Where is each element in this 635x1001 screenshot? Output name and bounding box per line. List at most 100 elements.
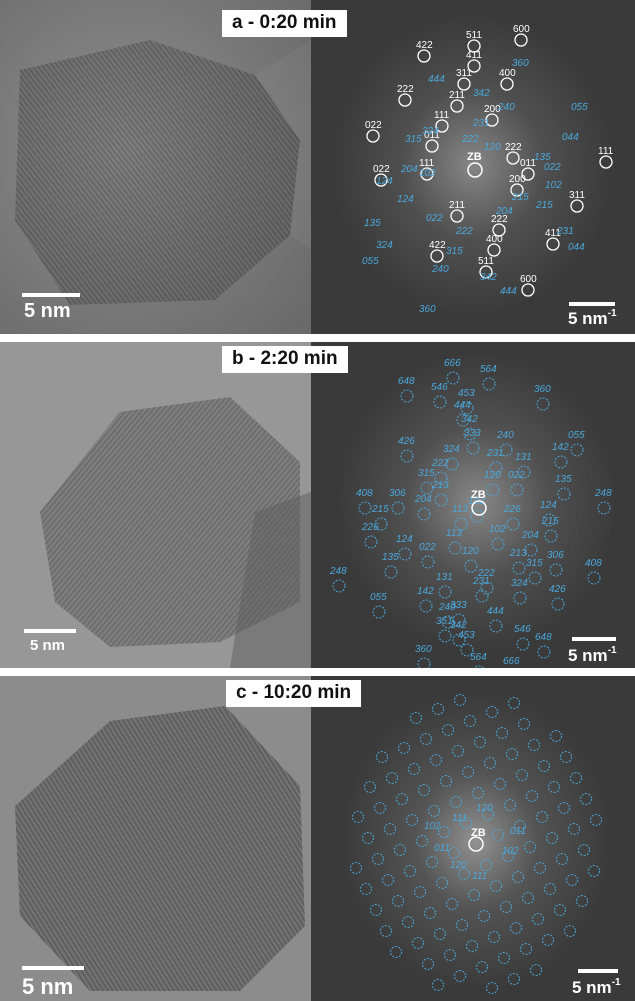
diffraction-spot-ring <box>458 868 470 880</box>
diffraction-spot-ring <box>406 814 418 826</box>
miller-index-label: 124 <box>376 176 393 187</box>
diffraction-spot-ring <box>454 694 466 706</box>
miller-index-label: 215 <box>535 200 553 211</box>
miller-index-label: 111 <box>472 871 487 882</box>
zone-axis-spot <box>467 162 483 178</box>
miller-index-label: 113 <box>452 504 468 515</box>
miller-index-label: 055 <box>370 592 387 603</box>
zone-axis-label: ZB <box>471 489 486 501</box>
diffraction-spot-ring <box>530 964 542 976</box>
miller-index-label: 324 <box>422 126 439 137</box>
diffraction-spot-ring <box>578 844 590 856</box>
diffraction-spot-ring <box>364 535 378 549</box>
miller-index-label: 231 <box>472 576 490 587</box>
miller-index-label: 315 <box>446 246 463 257</box>
miller-index-label: 102 <box>502 846 519 857</box>
diffraction-spot-ring <box>512 871 524 883</box>
diffraction-spot-ring <box>522 892 534 904</box>
miller-index-label: 315 <box>405 134 422 145</box>
panel-title-a: a - 0:20 min <box>222 10 347 37</box>
diffraction-spot-ring <box>441 615 455 629</box>
miller-index-label: 306 <box>547 550 564 561</box>
diffraction-spot-ring <box>422 958 434 970</box>
tem-scale-bar <box>24 629 76 633</box>
diffraction-spot-ring <box>462 766 474 778</box>
miller-index-label: 222 <box>491 214 508 225</box>
diffraction-spot-ring <box>476 961 488 973</box>
diffraction-spot-ring <box>412 937 424 949</box>
diffraction-spot-ring <box>432 703 444 715</box>
miller-index-label: 055 <box>362 256 379 267</box>
fft-scale-exponent: -1 <box>607 308 617 319</box>
diffraction-spots-c <box>350 694 602 994</box>
diffraction-spot-ring <box>521 167 535 181</box>
tem-image-b <box>0 342 311 668</box>
diffraction-spot-ring <box>452 633 466 647</box>
diffraction-spot-ring <box>520 943 532 955</box>
miller-index-label: 204 <box>414 494 432 505</box>
miller-index-label: 333 <box>450 600 467 611</box>
tem-scale-label: 5 nm <box>22 974 74 999</box>
miller-index-label: 011 <box>434 843 450 854</box>
panel-c: 5 nm 111 120 102 011 011 102 120 111 ZB 5 nm-1 … <box>0 676 635 1001</box>
diffraction-spot-ring <box>370 904 382 916</box>
diffraction-spot-ring <box>428 805 440 817</box>
miller-index-label: 055 <box>571 102 588 113</box>
miller-index-label: 351 <box>436 616 453 627</box>
miller-index-label: 324 <box>443 444 460 455</box>
miller-index-label: 240 <box>438 602 456 613</box>
diffraction-spot-ring <box>408 763 420 775</box>
miller-index-label: 248 <box>594 488 612 499</box>
miller-index-label: 120 <box>476 803 493 814</box>
diffraction-spot-ring <box>417 657 431 668</box>
diffraction-spot-ring <box>512 561 526 575</box>
diffraction-spot-ring <box>570 443 584 457</box>
diffraction-spot-ring <box>452 613 466 627</box>
diffraction-spot-ring <box>448 847 460 859</box>
miller-index-label: 022 <box>544 162 561 173</box>
diffraction-spot-ring <box>434 471 448 485</box>
miller-index-label: 120 <box>462 546 479 557</box>
diffraction-spot-ring <box>487 243 501 257</box>
miller-index-label: 204 <box>521 530 539 541</box>
diffraction-spot-ring <box>400 449 414 463</box>
miller-index-label: 120 <box>484 142 501 153</box>
miller-index-label: 022 <box>426 213 443 224</box>
miller-index-label: 444 <box>454 400 471 411</box>
diffraction-spot-ring <box>398 742 410 754</box>
miller-index-label: 124 <box>540 500 557 511</box>
diffraction-spot-ring <box>454 970 466 982</box>
diffraction-spot-ring <box>516 637 530 651</box>
miller-index-label: 215 <box>541 516 559 527</box>
diffraction-spot-ring <box>486 706 498 718</box>
diffraction-spot-ring <box>514 33 528 47</box>
diffraction-spot-ring <box>420 733 432 745</box>
miller-index-label: 142 <box>417 586 434 597</box>
miller-index-label: 022 <box>419 542 436 553</box>
miller-index-label: 400 <box>499 68 516 79</box>
zone-axis-label: ZB <box>467 151 482 163</box>
miller-index-label: 411 <box>466 50 482 61</box>
diffraction-spot-ring <box>410 712 422 724</box>
diffraction-spot-ring <box>566 874 578 886</box>
miller-index-label: 222 <box>505 142 522 153</box>
diffraction-spot-ring <box>442 724 454 736</box>
diffraction-spot-ring <box>536 397 550 411</box>
diffraction-spot-ring <box>528 571 542 585</box>
diffraction-spot-ring <box>450 209 464 223</box>
diffraction-spots-b <box>332 371 611 668</box>
diffraction-spot-ring <box>460 643 474 657</box>
miller-index-label: 111 <box>598 146 614 157</box>
diffraction-spot-ring <box>390 946 402 958</box>
miller-index-label: 102 <box>489 524 506 535</box>
miller-indices-c: 111 120 102 011 011 102 120 111 <box>424 803 526 882</box>
diffraction-spot-ring <box>374 517 388 531</box>
miller-index-label: 011 <box>510 826 526 837</box>
diffraction-spot-ring <box>506 517 520 531</box>
panel-title-b: b - 2:20 min <box>222 346 348 373</box>
tem-scale-bar <box>22 966 84 970</box>
fft-scale-value: 5 nm <box>568 309 608 328</box>
diffraction-spot-ring <box>391 501 405 515</box>
diffraction-spot-ring <box>576 895 588 907</box>
